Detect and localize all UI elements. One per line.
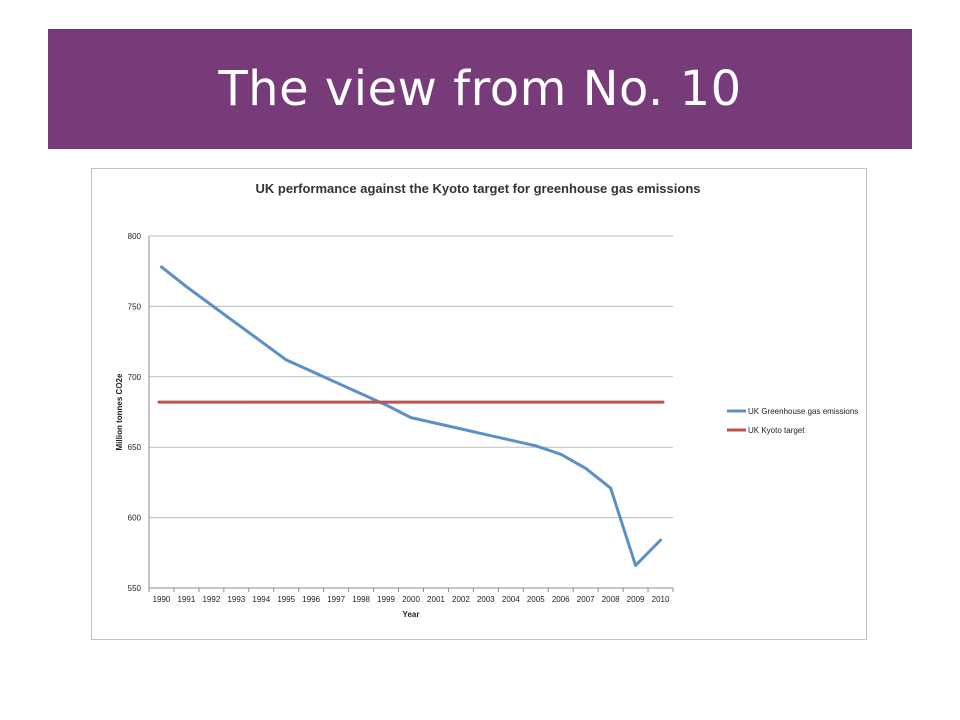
y-tick-label: 650 — [128, 443, 142, 452]
x-tick-label: 2002 — [452, 595, 470, 604]
y-axis-title: Million tonnes CO2e — [115, 373, 124, 450]
x-tick-label: 2004 — [502, 595, 520, 604]
y-tick-label: 550 — [128, 584, 142, 593]
x-axis: 1990 1991 1992 1993 1994 1995 1996 1997 1998 1999… — [148, 587, 674, 604]
legend-label: UK Greenhouse gas emissions — [748, 407, 858, 416]
line-chart: UK performance against the Kyoto target … — [115, 181, 858, 619]
x-tick-label: 1996 — [302, 595, 320, 604]
x-tick-label: 2005 — [527, 595, 545, 604]
legend: UK Greenhouse gas emissions UK Kyoto targ… — [727, 407, 858, 435]
y-tick-label: 600 — [128, 514, 142, 523]
legend-label: UK Kyoto target — [748, 426, 805, 435]
series-line-emissions — [159, 265, 663, 567]
slide-header-bar: The view from No. 10 — [48, 29, 912, 149]
y-axis: 550 600 650 700 750 800 — [128, 232, 150, 593]
x-tick-label: 2008 — [602, 595, 620, 604]
x-tick-label: 1995 — [277, 595, 295, 604]
chart-frame: UK performance against the Kyoto target … — [91, 168, 867, 640]
x-tick-label: 2010 — [652, 595, 670, 604]
x-tick-label: 2009 — [627, 595, 645, 604]
y-tick-label: 700 — [128, 373, 142, 382]
x-tick-label: 1991 — [178, 595, 196, 604]
gridlines — [149, 235, 673, 589]
x-tick-label: 2006 — [552, 595, 570, 604]
x-tick-label: 1990 — [153, 595, 171, 604]
series-lines — [157, 265, 665, 567]
x-tick-label: 2003 — [477, 595, 495, 604]
x-tick-label: 1992 — [202, 595, 220, 604]
x-tick-label: 1994 — [252, 595, 270, 604]
x-axis-title: Year — [403, 610, 420, 619]
slide-title: The view from No. 10 — [218, 61, 742, 117]
y-tick-label: 750 — [128, 302, 142, 311]
x-tick-label: 1999 — [377, 595, 395, 604]
x-tick-label: 1998 — [352, 595, 370, 604]
x-tick-label: 2001 — [427, 595, 445, 604]
x-tick-label: 2007 — [577, 595, 595, 604]
x-tick-label: 1993 — [227, 595, 245, 604]
chart-title: UK performance against the Kyoto target … — [256, 181, 701, 196]
x-tick-label: 1997 — [327, 595, 345, 604]
x-tick-label: 2000 — [402, 595, 420, 604]
y-tick-label: 800 — [128, 232, 142, 241]
